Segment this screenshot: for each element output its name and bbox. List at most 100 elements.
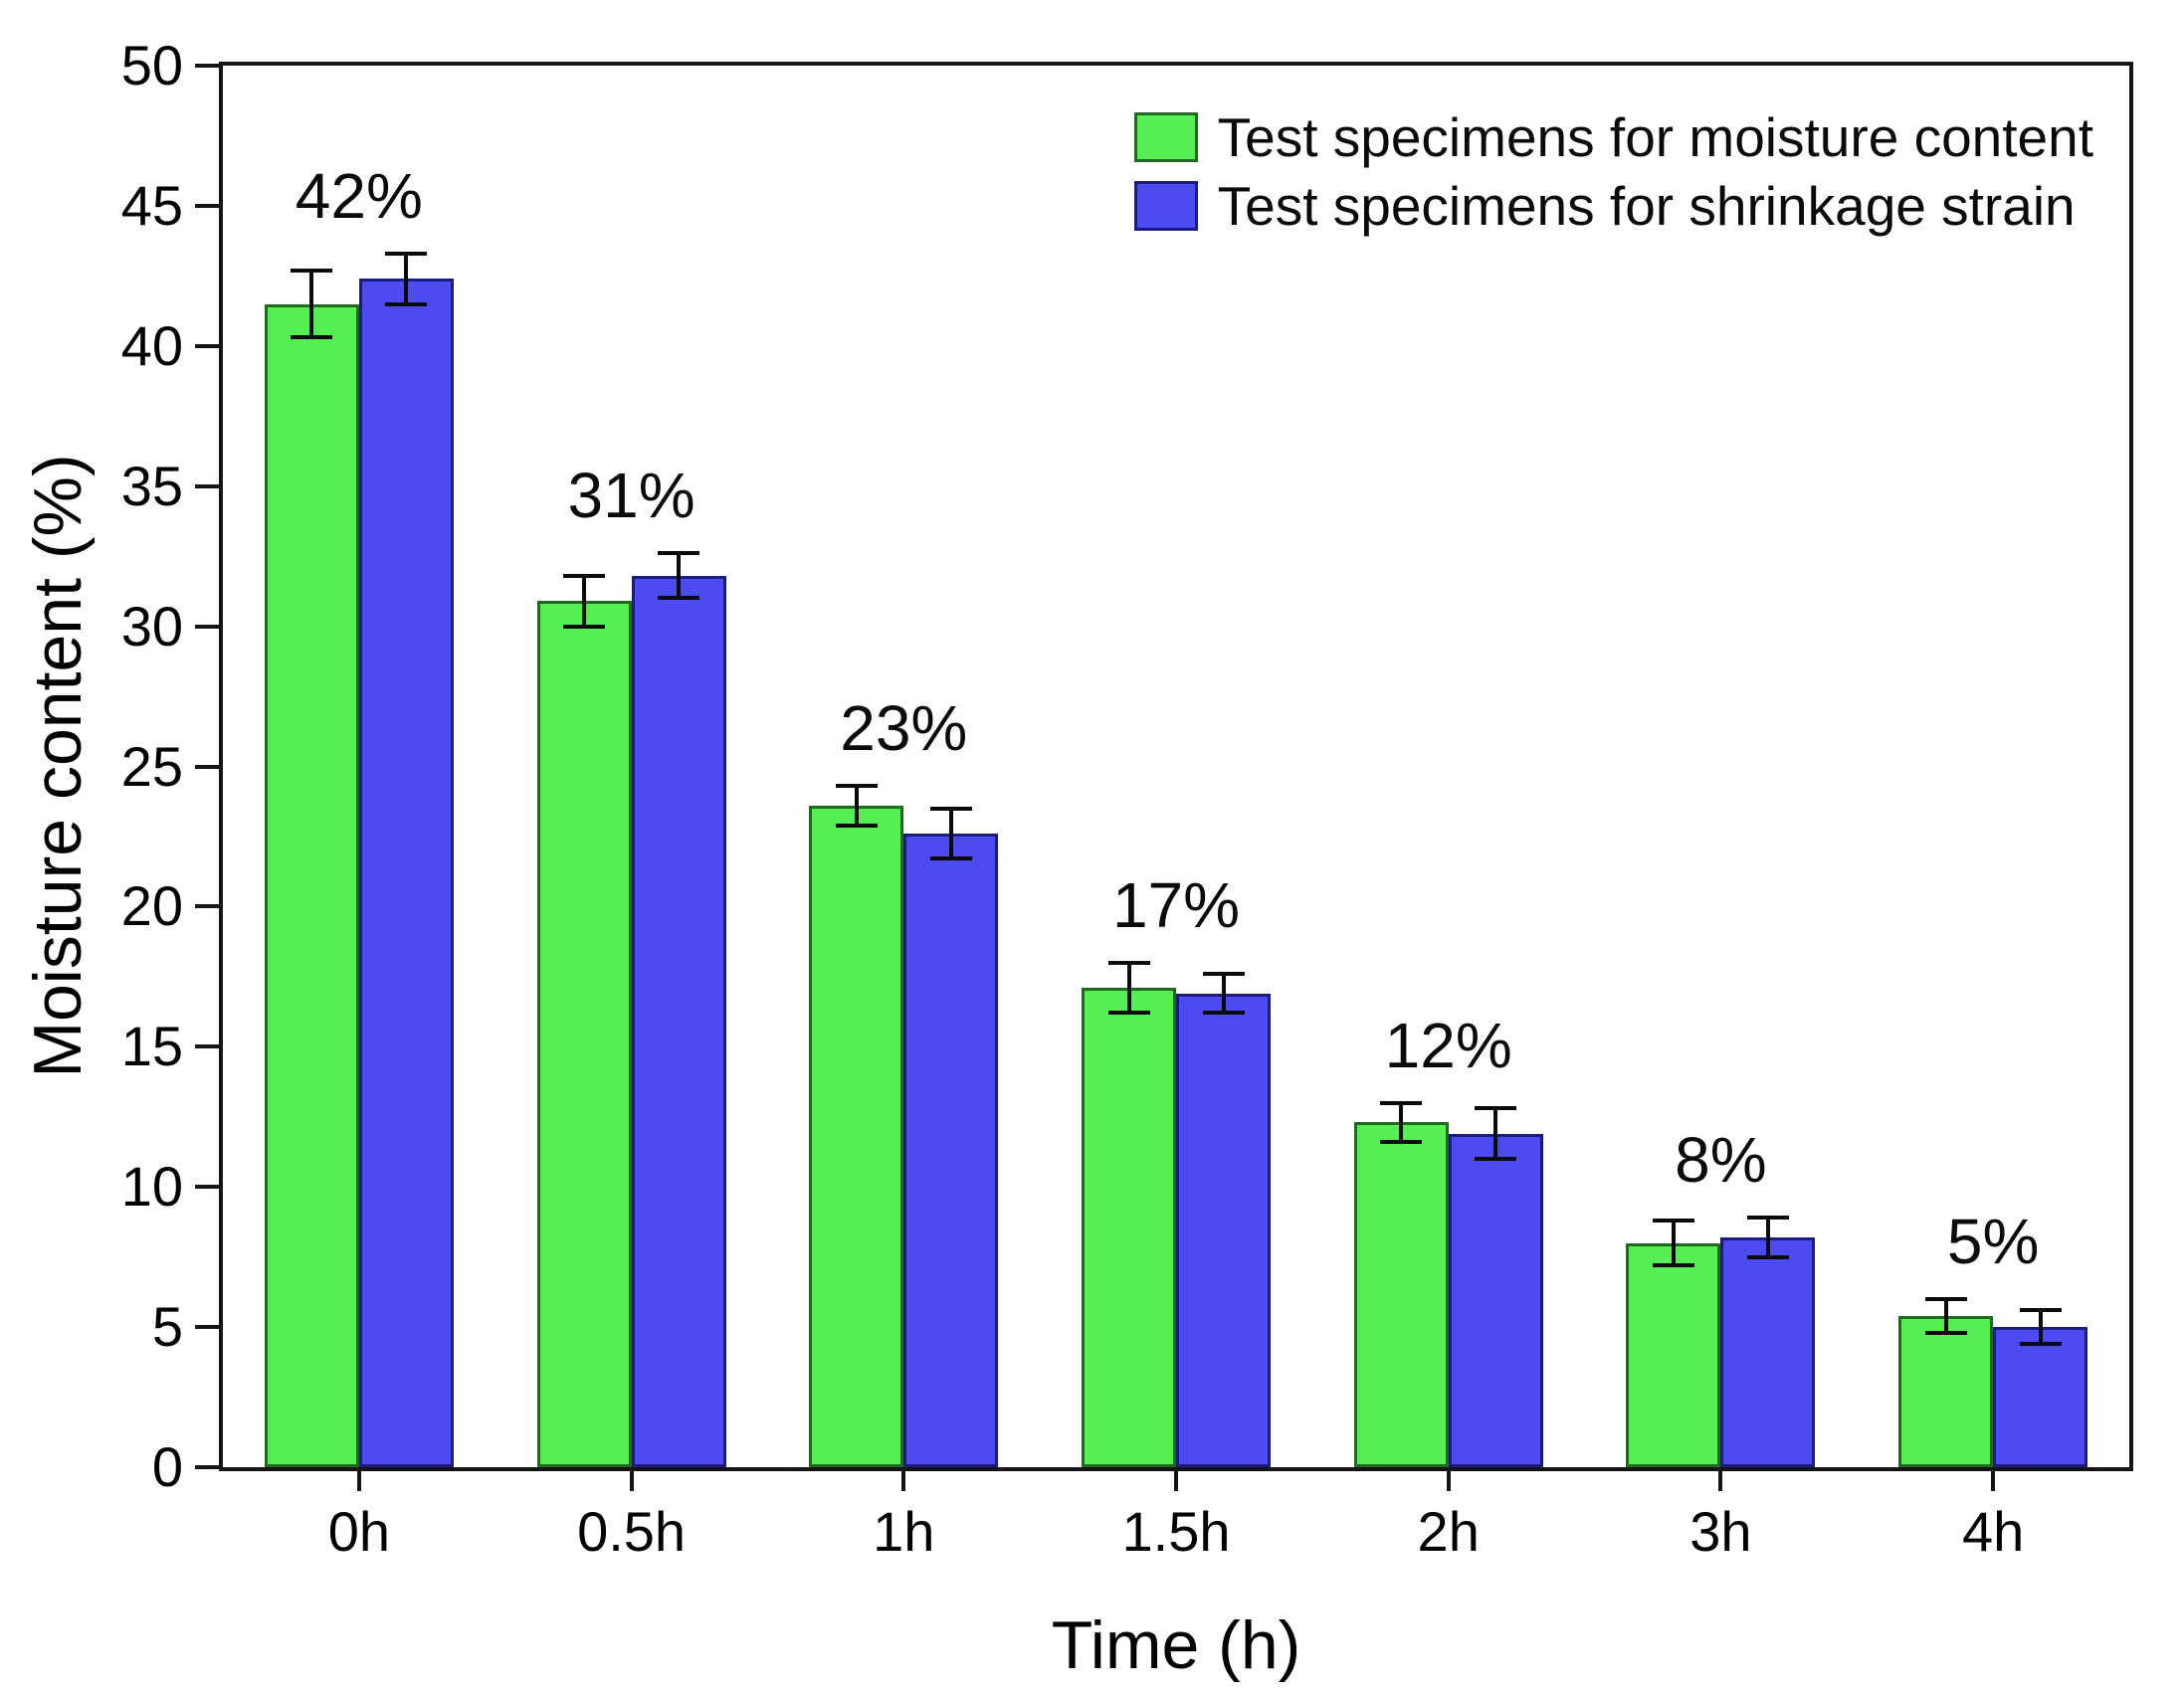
y-tick-mark	[195, 1325, 219, 1330]
x-tick-label: 1.5h	[1121, 1500, 1231, 1563]
error-bar-cap	[1107, 1011, 1150, 1016]
bar-shrinkage	[1720, 1236, 1816, 1467]
y-tick-label: 35	[120, 454, 183, 517]
error-bar-cap	[1652, 1263, 1694, 1268]
error-bar-cap	[1202, 1011, 1245, 1016]
bar-group-label: 8%	[1675, 1124, 1767, 1197]
y-tick-label: 45	[120, 173, 183, 237]
y-tick-mark	[195, 1465, 219, 1469]
error-bar-cap	[929, 806, 972, 811]
x-tick-mark	[1174, 1467, 1178, 1491]
bar-shrinkage	[1993, 1327, 2088, 1467]
error-bar-cap	[1475, 1157, 1517, 1162]
error-bar-cap	[2019, 1308, 2062, 1313]
error-bar-cap	[1380, 1100, 1423, 1105]
y-tick-label: 30	[120, 594, 183, 658]
error-bar-cap	[658, 596, 700, 601]
x-tick-label: 2h	[1417, 1500, 1480, 1563]
y-tick-label: 40	[120, 313, 183, 377]
bar-group-label: 23%	[840, 692, 968, 765]
error-bar-line	[2038, 1310, 2043, 1344]
y-tick-mark	[195, 1044, 219, 1049]
bar-group-label: 17%	[1111, 868, 1241, 941]
x-tick-label: 0h	[327, 1500, 390, 1563]
bar-moisture	[1082, 988, 1176, 1467]
y-tick-label: 50	[120, 34, 183, 96]
error-bar-cap	[1924, 1330, 1967, 1335]
error-bar-line	[1765, 1218, 1770, 1257]
error-bar-line	[1221, 974, 1226, 1014]
bar-shrinkage	[1448, 1133, 1543, 1467]
error-bar-cap	[1202, 972, 1245, 977]
error-bar-line	[948, 808, 953, 859]
error-bar-line	[1126, 962, 1131, 1014]
error-bar-line	[1493, 1108, 1498, 1159]
error-bar-cap	[1746, 1216, 1789, 1221]
error-bar-cap	[385, 301, 428, 306]
x-tick-label: 1h	[873, 1500, 935, 1563]
y-tick-label: 15	[120, 1015, 183, 1078]
y-tick-label: 0	[151, 1435, 183, 1498]
error-bar-cap	[291, 268, 333, 273]
error-bar-cap	[929, 856, 972, 861]
x-tick-label: 4h	[1961, 1500, 2025, 1563]
bar-group-label: 31%	[567, 460, 695, 532]
error-bar-line	[677, 553, 682, 599]
bar-moisture	[264, 303, 359, 1467]
error-bar-cap	[291, 335, 333, 340]
error-bar-cap	[1924, 1296, 1967, 1301]
x-tick-mark	[1446, 1467, 1451, 1491]
y-tick-mark	[195, 343, 219, 348]
legend-swatch-green	[1133, 112, 1198, 163]
error-bar-cap	[835, 784, 878, 789]
bar-group-label: 5%	[1946, 1205, 2040, 1277]
legend-label: Test specimens for moisture content	[1217, 106, 2093, 168]
error-bar-line	[854, 786, 859, 826]
y-tick-mark	[195, 1185, 219, 1190]
bar-shrinkage	[631, 575, 726, 1467]
x-tick-mark	[629, 1467, 634, 1491]
bar-moisture	[1353, 1122, 1449, 1467]
error-bar-cap	[1652, 1219, 1694, 1224]
bar-moisture	[809, 805, 904, 1467]
error-bar-line	[1671, 1221, 1676, 1266]
error-bar-cap	[1107, 960, 1150, 965]
bar-moisture	[1898, 1315, 1994, 1467]
x-tick-mark	[1991, 1467, 1996, 1491]
bar-moisture	[536, 601, 632, 1467]
error-bar-cap	[2019, 1342, 2062, 1346]
error-bar-cap	[1380, 1140, 1423, 1145]
y-tick-label: 5	[151, 1295, 183, 1359]
error-bar-cap	[1746, 1254, 1789, 1259]
bar-shrinkage	[1176, 993, 1271, 1467]
bar-group-label: 12%	[1384, 1009, 1512, 1081]
legend-swatch-blue	[1133, 180, 1198, 231]
x-tick-label: 0.5h	[577, 1500, 687, 1563]
error-bar-cap	[385, 251, 428, 256]
bar-moisture	[1626, 1242, 1721, 1467]
bar-group-label: 42%	[295, 159, 423, 232]
legend: Test specimens for moisture content Test…	[1133, 106, 2093, 237]
x-tick-mark	[356, 1467, 361, 1491]
y-tick-mark	[195, 624, 219, 629]
bar-shrinkage	[903, 834, 999, 1467]
y-tick-label: 25	[120, 734, 183, 798]
y-tick-mark	[195, 764, 219, 769]
error-bar-line	[582, 575, 587, 627]
legend-label: Test specimens for shrinkage strain	[1217, 174, 2076, 237]
legend-item: Test specimens for shrinkage strain	[1133, 174, 2093, 237]
error-bar-line	[1399, 1102, 1404, 1143]
y-tick-mark	[195, 64, 219, 68]
error-bar-cap	[1475, 1106, 1517, 1111]
y-tick-label: 20	[120, 874, 183, 938]
error-bar-line	[1943, 1298, 1948, 1333]
error-bar-line	[404, 253, 409, 304]
x-tick-mark	[1718, 1467, 1723, 1491]
x-tick-label: 3h	[1689, 1500, 1752, 1563]
error-bar-cap	[563, 573, 606, 578]
legend-item: Test specimens for moisture content	[1133, 106, 2093, 168]
bar-shrinkage	[358, 279, 454, 1467]
error-bar-cap	[563, 624, 606, 629]
x-axis-title: Time (h)	[1051, 1607, 1301, 1683]
